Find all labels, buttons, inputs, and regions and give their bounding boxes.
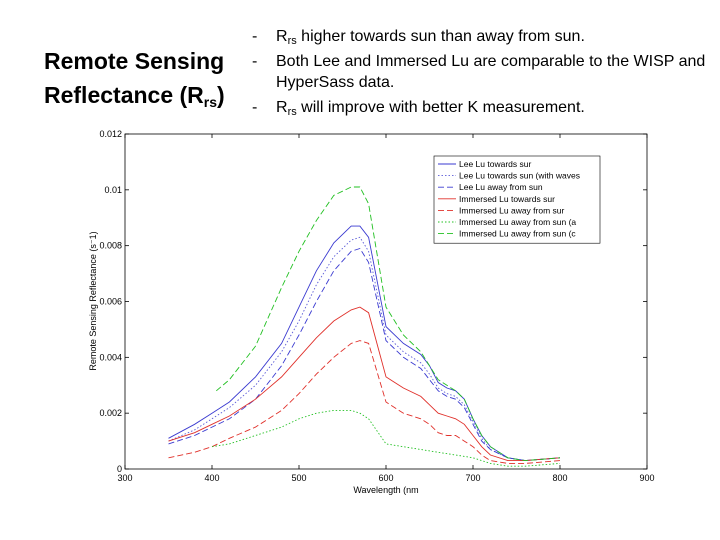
x-tick-label: 700	[465, 473, 480, 483]
x-axis-label: Wavelength (nm	[353, 485, 418, 495]
y-axis-label: Remote Sensing Reflectance (s⁻1)	[88, 231, 98, 370]
bullet-item: - Both Lee and Immersed Lu are comparable…	[246, 51, 706, 93]
x-tick-label: 400	[204, 473, 219, 483]
legend-label: Immersed Lu away from sur	[459, 205, 565, 215]
slide-title-main: Remote Sensing Reflectance (R	[44, 48, 225, 108]
y-tick-label: 0.004	[99, 352, 122, 362]
bullet-item: - Rrs higher towards sun than away from s…	[246, 26, 706, 47]
y-tick-label: 0.008	[99, 241, 122, 251]
bullet-subscript: rs	[287, 106, 297, 118]
bullet-dash: -	[252, 99, 258, 116]
x-tick-label: 300	[117, 473, 132, 483]
legend-box	[433, 155, 601, 244]
legend-label: Immersed Lu away from sun (a	[459, 217, 576, 227]
x-tick-label: 900	[639, 473, 654, 483]
x-tick-label: 800	[552, 473, 567, 483]
bullet-list: - Rrs higher towards sun than away from s…	[246, 26, 706, 122]
series-line	[168, 340, 561, 464]
y-tick-label: 0.012	[99, 129, 122, 139]
legend-label: Lee Lu towards sun (with waves	[459, 171, 580, 181]
y-tick-label: 0.002	[99, 408, 122, 418]
bullet-text-pre: R	[276, 28, 288, 45]
slide-title-end: )	[217, 82, 225, 108]
x-tick-label: 600	[378, 473, 393, 483]
legend-label: Lee Lu towards sur	[459, 159, 531, 169]
bullet-subscript: rs	[287, 35, 297, 47]
bullet-dash: -	[252, 28, 258, 45]
y-tick-label: 0.01	[104, 185, 122, 195]
series-line	[211, 409, 561, 467]
bullet-dash: -	[252, 53, 258, 70]
x-tick-label: 500	[291, 473, 306, 483]
x-axis: 300 400 500 600 700 800 900	[117, 134, 655, 483]
series-line	[168, 306, 561, 462]
bullet-text-pre: R	[276, 99, 288, 116]
legend: Lee Lu towards sur Lee Lu towards sun (wi…	[433, 155, 601, 244]
bullet-text: higher towards sun than away from sun.	[296, 28, 585, 45]
bullet-text: Both Lee and Immersed Lu are comparable …	[276, 53, 706, 91]
y-axis: 0 0.002 0.004 0.006 0.008 0.01 0.012	[99, 129, 647, 474]
series-line	[216, 186, 561, 462]
legend-label: Immersed Lu towards sur	[459, 194, 555, 204]
series-lines	[168, 186, 561, 467]
bullet-text: will improve with better K measurement.	[296, 99, 585, 116]
legend-label: Lee Lu away from sun	[459, 182, 543, 192]
slide-title: Remote Sensing Reflectance (Rrs)	[44, 44, 244, 112]
bullet-item: - Rrs will improve with better K measurem…	[246, 97, 706, 118]
legend-label: Immersed Lu away from sun (c	[459, 229, 576, 239]
y-tick-label: 0	[117, 464, 122, 474]
slide-title-subscript: rs	[203, 94, 218, 110]
y-tick-label: 0.006	[99, 297, 122, 307]
